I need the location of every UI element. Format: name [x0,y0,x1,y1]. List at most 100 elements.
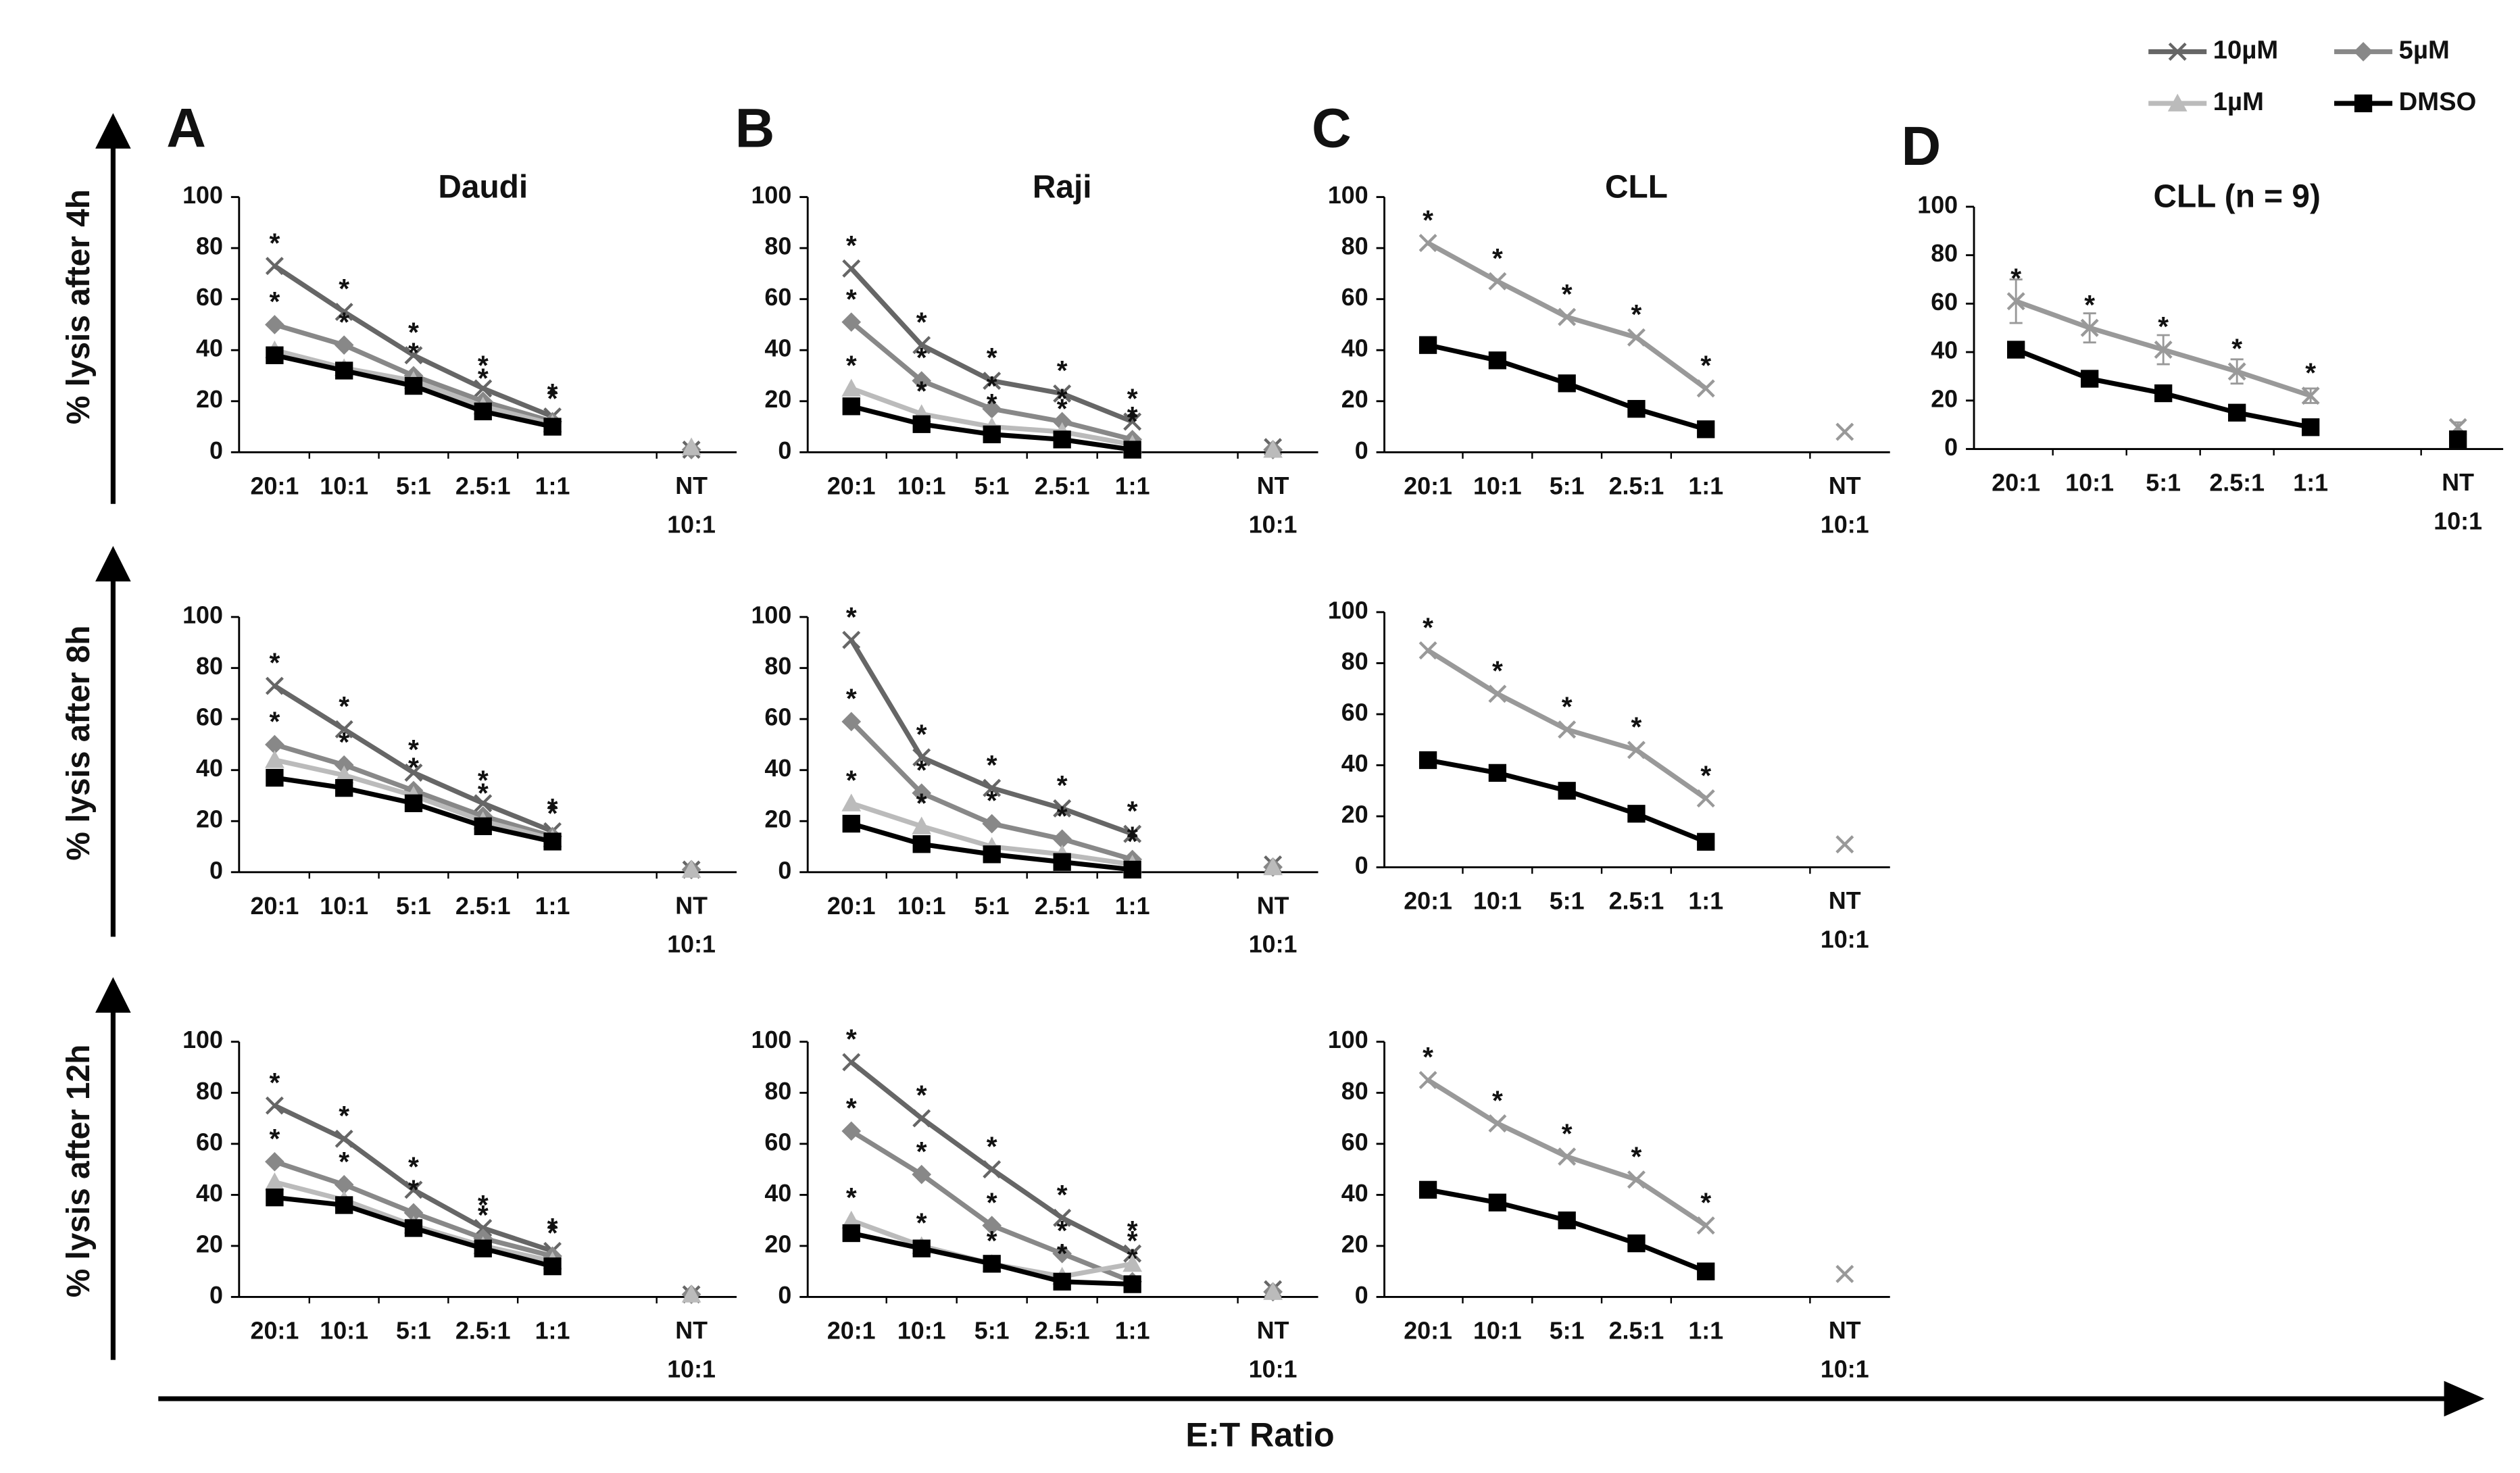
data-point [1627,399,1646,418]
x-tick-label: 2.5:1 [455,1318,511,1345]
panel-label: C [1312,97,1352,159]
panel-title: Raji [1033,169,1092,205]
data-point [1263,440,1283,458]
data-point [474,379,493,398]
significance-star: * [547,1218,558,1249]
x-tick-label: 1:1 [1688,472,1723,499]
x-tick-label: NT 10:1 [667,472,716,538]
data-point [474,1239,492,1257]
data-point [1627,1170,1646,1189]
x-tick-label: 2.5:1 [455,893,511,920]
y-tick-label: 100 [182,602,223,629]
panel-label: D [1901,116,1941,177]
significance-star: * [547,793,558,824]
significance-star: * [1127,1215,1138,1246]
significance-star: * [987,388,997,419]
data-point [2006,292,2025,311]
significance-star: * [269,647,280,678]
data-point [334,765,354,784]
x-tick-label: 5:1 [2146,470,2181,497]
data-point [1123,824,1142,843]
data-point [1122,1254,1143,1272]
y-tick-label: 60 [1341,284,1368,311]
data-point [983,425,1001,444]
x-tick-label: 2.5:1 [1609,472,1664,499]
significance-star: * [1700,1187,1711,1218]
data-point [1263,1282,1283,1300]
y-tick-label: 40 [1341,750,1368,777]
data-point [266,346,284,364]
data-point [1123,1244,1142,1263]
data-point [1558,1212,1576,1230]
data-point [1558,782,1576,800]
y-tick-label: 0 [1944,434,1958,461]
significance-star: * [1700,759,1711,791]
series-line [1427,757,1707,845]
data-point [1123,860,1141,879]
y-tick-label: 100 [1917,191,1958,218]
significance-star: * [1492,655,1503,686]
significance-star: * [339,726,349,757]
y-tick-label: 40 [764,755,791,782]
significance-star: * [1423,1041,1433,1072]
significance-star: * [987,1225,997,1256]
y-tick-label: 80 [764,653,791,680]
significance-star: * [846,1182,857,1213]
data-point [404,346,423,365]
data-point [912,371,932,391]
x-tick-label: 20:1 [251,472,299,499]
significance-star: * [1057,1179,1068,1210]
y-tick-label: 40 [1341,1180,1368,1207]
y-tick-label: 20 [1341,1230,1368,1257]
x-tick-label: 2.5:1 [455,472,511,499]
x-tick-label: 20:1 [1404,1318,1452,1345]
significance-star: * [1127,406,1138,437]
panel-label: B [735,97,775,159]
data-point [1627,328,1646,347]
significance-star: * [1127,795,1138,826]
significance-star: * [846,683,857,714]
significance-star: * [1057,800,1068,831]
data-point [1835,422,1854,441]
data-point [681,859,701,878]
data-point [912,835,931,853]
y-tick-label: 100 [751,602,791,629]
significance-star: * [1057,393,1068,424]
x-tick-label: 2.5:1 [1035,1318,1090,1345]
significance-star: * [408,1151,419,1182]
data-point [2081,370,2099,388]
y-tick-label: 0 [1355,1282,1368,1309]
data-point [982,1216,1002,1236]
x-tick-label: 10:1 [1473,888,1522,915]
data-point [841,793,862,812]
data-point [841,1210,862,1229]
y-tick-label: 20 [196,386,223,413]
y-tick-label: 80 [1341,233,1368,260]
significance-star: * [916,718,927,749]
data-point [266,768,284,787]
data-point [1488,351,1507,370]
significance-star: * [339,306,349,337]
significance-star: * [846,1093,857,1124]
y-tick-label: 60 [1341,1128,1368,1155]
x-tick-label: 20:1 [827,893,876,920]
y-tick-label: 20 [764,806,791,833]
legend-label: 10µM [2213,36,2278,65]
y-tick-label: 0 [1355,852,1368,879]
x-tick-label: NT 10:1 [1821,1318,1869,1383]
x-tick-label: 1:1 [1688,1318,1723,1345]
data-point [1488,764,1507,782]
significance-star: * [987,1130,997,1162]
significance-star: * [478,1189,489,1220]
x-tick-label: 20:1 [1992,470,2040,497]
data-point [983,372,1002,391]
layout-arrows [95,113,2485,1417]
data-point [2227,362,2246,381]
significance-star: * [339,1146,349,1177]
data-point [982,814,1002,834]
x-tick-label: NT 10:1 [1821,472,1869,538]
y-axis-label: % lysis after 4h [61,189,97,424]
x-tick-label: 1:1 [1115,1318,1150,1345]
data-point [1697,832,1715,851]
significance-star: * [1127,821,1138,852]
